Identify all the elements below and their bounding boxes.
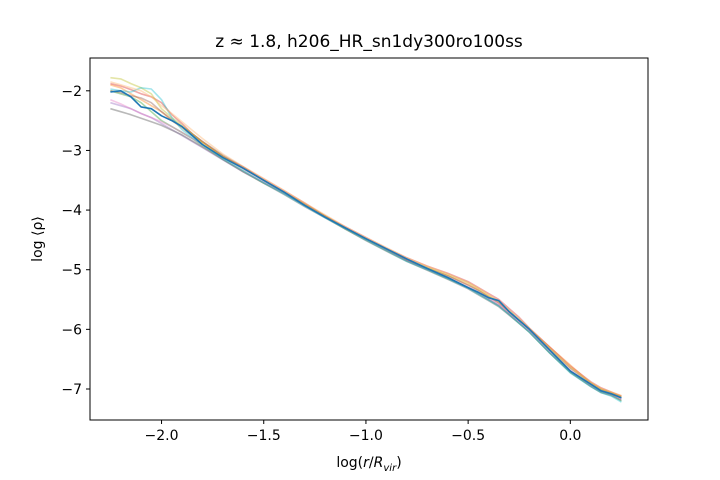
y-tick-label: −5: [61, 263, 82, 279]
plot-frame: [89, 57, 649, 421]
x-tick-label: −1.5: [247, 428, 281, 444]
x-axis-ticks: −2.0 −1.5 −1.0 −0.5 0.0: [145, 420, 581, 444]
chart-title: z ≈ 1.8, h206_HR_sn1dy300ro100ss: [215, 32, 523, 52]
plot-lines: [110, 76, 622, 403]
y-axis-label: log ⟨ρ⟩: [30, 216, 46, 262]
series-line-4: [110, 82, 622, 397]
x-tick-label: −0.5: [451, 428, 485, 444]
x-tick-label: −2.0: [145, 428, 179, 444]
series-line-8: [110, 107, 622, 402]
y-tick-label: −6: [61, 322, 82, 338]
y-tick-label: −7: [61, 382, 82, 398]
y-tick-label: −4: [61, 203, 82, 219]
x-tick-label: 0.0: [559, 428, 581, 444]
y-tick-label: −3: [61, 143, 82, 159]
y-tick-label: −2: [61, 84, 82, 100]
y-axis-ticks: −2 −3 −4 −5 −6 −7: [61, 84, 90, 398]
series-line-10: [110, 87, 622, 403]
series-line-1: [110, 90, 622, 399]
x-tick-label: −1.0: [349, 428, 383, 444]
